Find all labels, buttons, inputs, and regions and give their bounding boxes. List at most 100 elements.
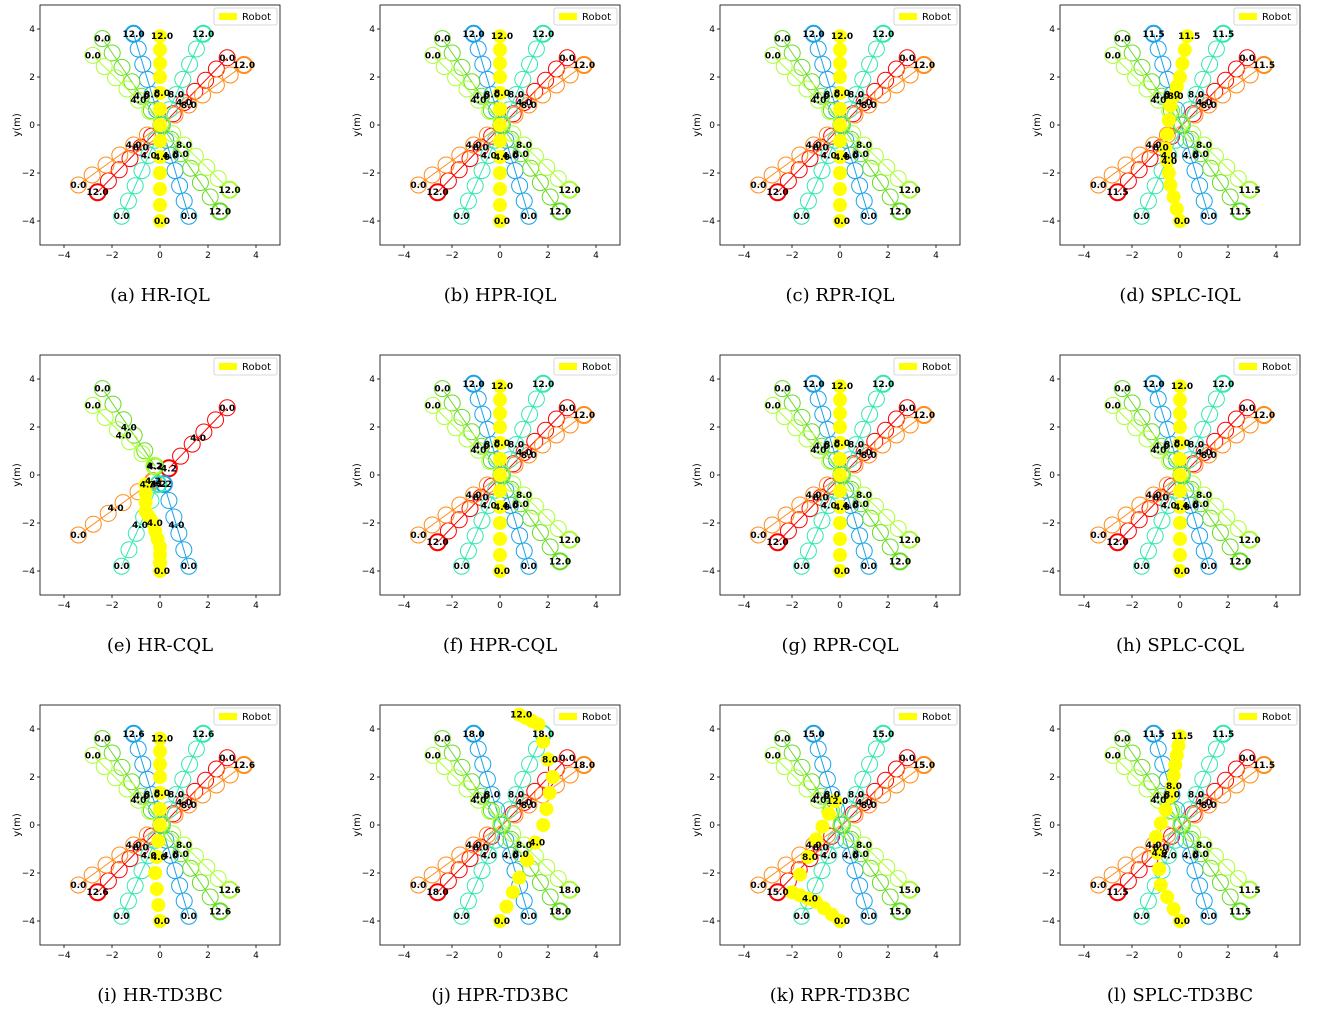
y-axis-label: y(m)	[1032, 813, 1043, 837]
agent-time-label: 12.0	[1253, 411, 1275, 421]
panel-caption: (l) SPLC-TD3BC	[1106, 985, 1254, 1006]
agent-time-label: 0.0	[750, 181, 766, 191]
agent-marker	[160, 492, 178, 510]
agent-time-label: 12.0	[889, 557, 911, 567]
agent-marker	[115, 411, 133, 429]
agent-marker	[443, 44, 461, 62]
x-tick-label: −4	[397, 951, 411, 960]
x-tick-label: 2	[885, 251, 891, 260]
y-tick-label: −4	[1042, 567, 1056, 577]
agent-marker	[1133, 907, 1151, 925]
agent-marker	[775, 758, 793, 776]
agent-marker	[1089, 176, 1107, 194]
agent-time-label: 0.0	[219, 54, 235, 64]
agent-time-label: 8.0	[1153, 493, 1169, 503]
panel-caption: (b) HPR-IQL	[443, 285, 557, 306]
x-tick-label: 0	[497, 951, 503, 960]
agent-marker	[1207, 740, 1225, 758]
agent-marker	[854, 420, 872, 438]
agent-marker	[787, 769, 805, 787]
agent-marker	[478, 126, 496, 144]
agent-time-label: 0.0	[1114, 735, 1130, 745]
y-tick-label: 2	[369, 73, 375, 83]
agent-time-label: 4.0	[1196, 99, 1212, 109]
agent-marker	[159, 459, 178, 478]
agent-time-label: 18.0	[532, 730, 554, 740]
agent-time-label: 0.0	[434, 735, 450, 745]
x-tick-label: 4	[1273, 951, 1279, 960]
agent-time-label: 11.5	[1238, 186, 1260, 196]
agent-time-label: 8.0	[1164, 91, 1180, 101]
agent-time-label: 4.0	[474, 442, 490, 452]
agent-marker	[515, 136, 533, 154]
agent-marker	[172, 845, 190, 863]
robot-time-label: 0.0	[1174, 917, 1190, 927]
agent-marker	[860, 907, 878, 925]
agent-marker	[799, 192, 817, 210]
agent-path	[1141, 33, 1224, 217]
panel-caption: (f) HPR-CQL	[442, 635, 558, 656]
agent-marker	[211, 902, 229, 921]
y-tick-label: 0	[1049, 471, 1055, 481]
robot-marker	[153, 56, 167, 71]
agent-marker	[520, 96, 538, 114]
agent-marker	[1187, 786, 1205, 804]
x-tick-label: −2	[1125, 951, 1138, 960]
agent-time-label: 11.5	[1229, 207, 1251, 217]
agent-marker	[749, 176, 767, 194]
agent-marker	[1131, 846, 1149, 864]
agent-marker	[534, 374, 553, 393]
agent-marker	[537, 421, 555, 439]
agent-marker	[424, 746, 442, 764]
agent-marker	[1172, 814, 1190, 832]
agent-marker	[806, 527, 824, 545]
x-tick-label: 2	[1225, 601, 1231, 610]
agent-marker	[844, 125, 862, 143]
agent-time-label: 12.0	[766, 188, 788, 198]
robot-marker	[1173, 564, 1187, 578]
robot-marker	[1173, 484, 1187, 498]
robot-marker	[1160, 890, 1175, 904]
robot-marker	[1160, 154, 1175, 168]
robot-marker	[833, 70, 847, 84]
legend: Robot	[893, 357, 958, 376]
axes-frame	[719, 704, 961, 946]
plot-6: 0.04.08.012.00.04.08.012.00.04.08.012.00…	[692, 354, 961, 610]
agent-marker	[1144, 374, 1163, 393]
y-tick-label: −4	[702, 217, 716, 227]
robot-marker	[153, 29, 167, 44]
legend-robot-label: Robot	[1262, 12, 1291, 23]
agent-time-label: 8.0	[824, 91, 840, 101]
agent-marker	[551, 552, 569, 571]
agent-marker	[221, 66, 239, 84]
agent-marker	[218, 749, 236, 767]
robot-time-label: 8.0	[802, 853, 818, 863]
agent-marker	[805, 136, 823, 154]
plot-area	[69, 724, 253, 928]
x-tick-label: 4	[593, 251, 599, 260]
agent-marker	[96, 408, 114, 426]
agent-time-label: 12.0	[532, 30, 554, 40]
agent-marker	[520, 446, 538, 464]
agent-marker	[164, 105, 182, 123]
agent-marker	[874, 436, 892, 454]
agent-time-label: 0.0	[181, 912, 197, 922]
x-tick-label: 0	[837, 251, 843, 260]
agent-marker	[534, 436, 552, 454]
y-tick-label: −2	[1042, 519, 1055, 529]
robot-marker	[833, 406, 847, 421]
agent-marker	[209, 170, 227, 188]
agent-marker	[1138, 780, 1156, 798]
x-tick-label: 0	[1177, 601, 1183, 610]
agent-marker	[1089, 876, 1107, 894]
agent-marker	[887, 76, 905, 94]
agent-marker	[183, 435, 201, 453]
agent-time-label: 12.0	[913, 61, 935, 71]
legend-robot-label: Robot	[922, 712, 951, 723]
robot-time-label: 0.0	[154, 917, 170, 927]
robot-marker	[499, 899, 514, 914]
y-tick-label: 4	[1049, 25, 1055, 35]
agent-marker	[133, 787, 151, 805]
agent-marker	[435, 758, 453, 776]
agent-marker	[1133, 557, 1151, 575]
